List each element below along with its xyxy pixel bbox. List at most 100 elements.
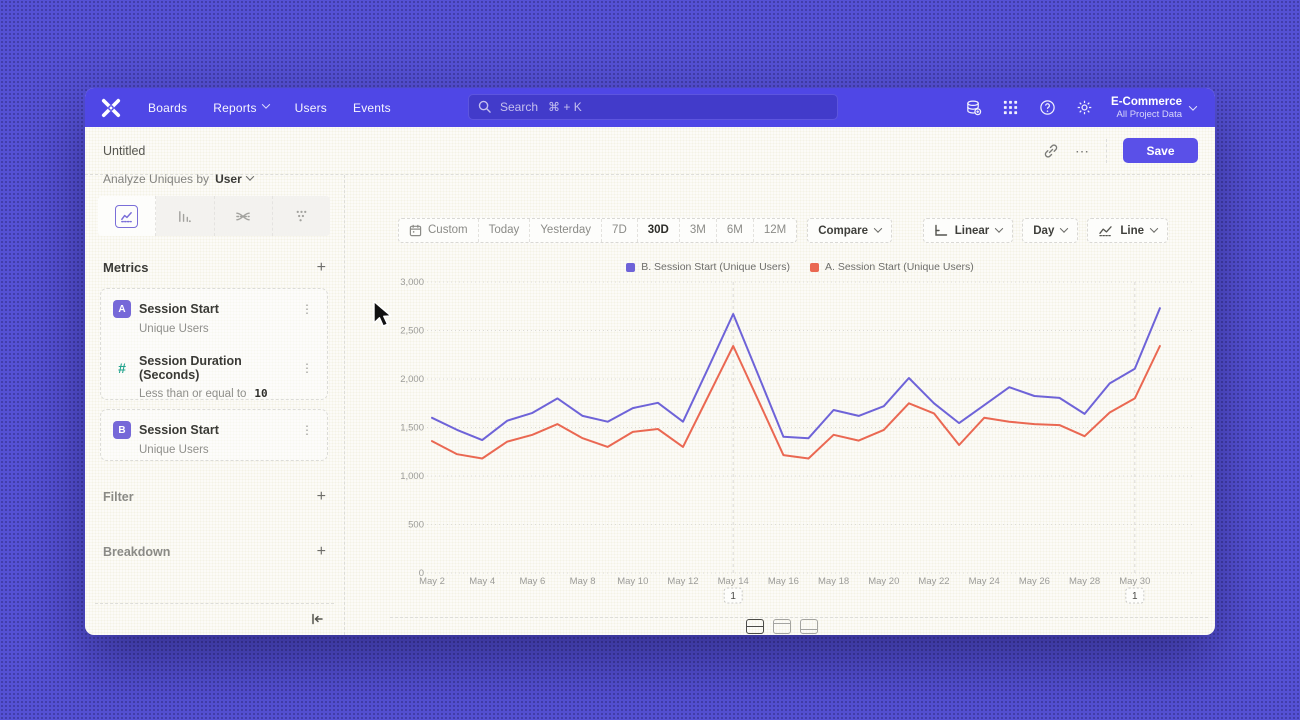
svg-text:May 24: May 24 (969, 576, 1000, 587)
more-options-icon[interactable]: ⋯ (1075, 142, 1090, 159)
range-12m[interactable]: 12M (752, 219, 796, 242)
range-7d[interactable]: 7D (601, 219, 637, 242)
table-view-button[interactable] (800, 619, 818, 634)
metric-subtitle: Unique Users (139, 323, 209, 335)
breakdown-title: Breakdown (103, 545, 171, 559)
svg-text:May 26: May 26 (1019, 576, 1050, 587)
line-chart-icon (1099, 225, 1113, 236)
nav-item-events[interactable]: Events (353, 100, 391, 115)
svg-text:May 30: May 30 (1119, 576, 1150, 587)
svg-text:1,000: 1,000 (400, 471, 424, 482)
svg-text:May 2: May 2 (419, 576, 445, 587)
project-name: E-Commerce (1111, 95, 1182, 108)
svg-text:May 20: May 20 (868, 576, 899, 587)
bar-chart-tab-icon (179, 210, 192, 222)
add-metric-button[interactable]: + (316, 258, 326, 276)
nav-item-boards[interactable]: Boards (148, 100, 188, 115)
range-yesterday[interactable]: Yesterday (529, 219, 601, 242)
chart-type-tabs (98, 196, 330, 236)
add-filter-button[interactable]: + (316, 488, 326, 505)
chevron-down-icon (1188, 101, 1198, 111)
series-line-b[interactable] (431, 307, 1161, 442)
help-icon[interactable] (1039, 99, 1056, 116)
svg-text:May 22: May 22 (918, 576, 949, 587)
data-management-icon[interactable] (965, 99, 982, 116)
nav-item-users[interactable]: Users (294, 100, 327, 115)
metric-card-group-b[interactable]: B Session Start ⋮ Unique Users (100, 409, 328, 461)
tab-funnels[interactable] (156, 196, 215, 236)
search-input[interactable] (468, 94, 838, 120)
annotation-marker[interactable]: 1 (1125, 587, 1145, 604)
metrics-section-header: Metrics + (103, 258, 326, 276)
chart-footer-divider (390, 617, 1208, 618)
range-30d[interactable]: 30D (636, 219, 679, 242)
chart-only-view-button[interactable] (773, 619, 791, 634)
range-6m[interactable]: 6M (715, 219, 753, 242)
analyze-by-dropdown[interactable]: User (215, 172, 254, 186)
svg-text:2,500: 2,500 (400, 326, 424, 337)
svg-text:May 10: May 10 (617, 576, 648, 587)
svg-text:May 14: May 14 (718, 576, 749, 587)
metric-menu-icon[interactable]: ⋮ (301, 423, 313, 437)
tab-retention[interactable] (272, 196, 330, 236)
scale-dropdown[interactable]: Linear (922, 218, 1014, 243)
analyze-label: Analyze Uniques by (103, 172, 210, 186)
metric-card-group-a[interactable]: A Session Start ⋮ Unique Users # Session… (100, 288, 328, 400)
svg-text:1: 1 (1132, 591, 1138, 602)
metric-condition: Less than or equal to 10 (139, 387, 268, 400)
flows-tab-icon (236, 211, 250, 220)
compare-dropdown[interactable]: Compare (807, 218, 893, 243)
analyze-uniques-row: Analyze Uniques by User (103, 172, 254, 186)
condition-value[interactable]: 10 (254, 387, 268, 400)
share-link-icon[interactable] (1043, 143, 1059, 159)
svg-text:2,000: 2,000 (400, 374, 424, 385)
tab-flows[interactable] (214, 196, 273, 236)
project-info: E-Commerce All Project Data (1111, 96, 1182, 120)
query-builder-sidebar: Analyze Uniques by User (85, 172, 345, 635)
chevron-down-icon (873, 223, 883, 233)
nav-item-reports[interactable]: Reports (213, 100, 270, 115)
metric-badge-a: A (113, 300, 131, 318)
sidebar-footer-divider (95, 603, 334, 604)
legend-item-b[interactable]: B. Session Start (Unique Users) (626, 261, 790, 273)
mixpanel-logo-icon[interactable] (100, 98, 122, 118)
metric-subtitle: Unique Users (139, 444, 209, 456)
interval-dropdown[interactable]: Day (1022, 218, 1079, 243)
number-property-icon: # (118, 360, 126, 376)
svg-text:May 6: May 6 (519, 576, 545, 587)
global-search (468, 94, 838, 120)
save-button[interactable]: Save (1123, 138, 1198, 163)
axis-scale-icon (935, 224, 947, 236)
metric-menu-icon[interactable]: ⋮ (301, 302, 313, 316)
annotation-marker[interactable]: 1 (723, 587, 743, 604)
legend-item-a[interactable]: A. Session Start (Unique Users) (810, 261, 974, 273)
retention-tab-icon (296, 210, 307, 221)
chevron-down-icon (261, 100, 270, 109)
svg-text:May 8: May 8 (570, 576, 596, 587)
svg-text:1: 1 (730, 591, 736, 602)
chevron-down-icon (995, 223, 1004, 233)
app-window: Boards Reports Users Events (85, 88, 1215, 635)
report-title[interactable]: Untitled (103, 143, 146, 158)
range-3m[interactable]: 3M (678, 219, 716, 242)
svg-text:May 16: May 16 (768, 576, 799, 587)
series-line-a[interactable] (431, 345, 1161, 460)
metric-badge-b: B (113, 421, 131, 439)
settings-gear-icon[interactable] (1076, 99, 1093, 116)
range-custom[interactable]: Custom (399, 219, 478, 242)
range-today[interactable]: Today (477, 219, 530, 242)
project-selector[interactable]: E-Commerce All Project Data (1111, 88, 1198, 127)
chart-type-dropdown[interactable]: Line (1087, 218, 1168, 243)
split-view-button[interactable] (746, 619, 764, 634)
svg-text:May 4: May 4 (469, 576, 495, 587)
report-header: Untitled ⋯ Save (85, 127, 1215, 175)
breakdown-section-header: Breakdown + (103, 543, 326, 560)
add-breakdown-button[interactable]: + (316, 543, 326, 560)
tab-insights[interactable] (98, 196, 157, 236)
report-body: Analyze Uniques by User (85, 172, 1215, 635)
apps-grid-icon[interactable] (1002, 99, 1019, 116)
metric-session-start-a: A Session Start ⋮ Unique Users (113, 300, 315, 335)
metric-menu-icon[interactable]: ⋮ (301, 361, 313, 375)
collapse-sidebar-button[interactable] (310, 612, 324, 631)
calendar-icon (409, 224, 422, 237)
